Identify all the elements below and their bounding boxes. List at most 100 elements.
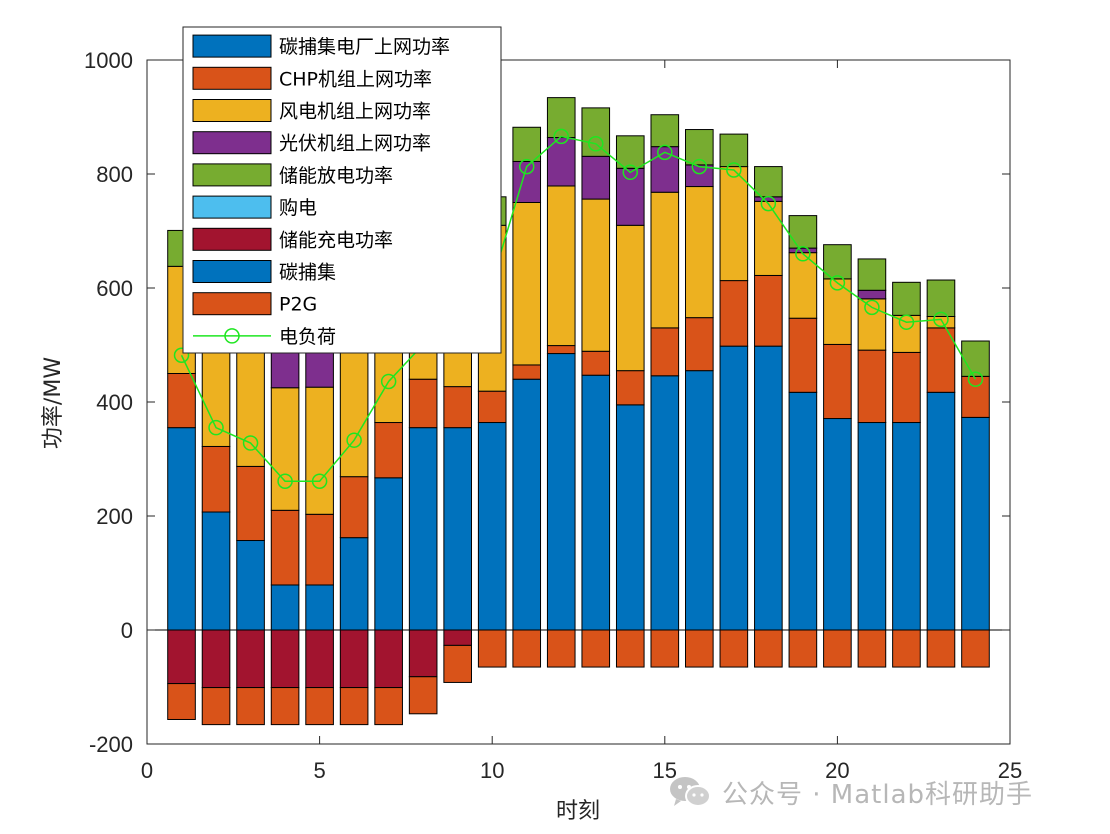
negbar-3-t11 (512, 629, 542, 668)
negbar-1-t2 (201, 629, 231, 689)
bar-5-t12 (546, 97, 576, 139)
legend-label: 储能充电功率 (279, 229, 393, 251)
bar-2-t3 (236, 465, 265, 542)
y-tick-label: 1000 (84, 48, 133, 73)
bar-5-t15 (650, 114, 680, 148)
bar-1-t19 (788, 391, 818, 631)
bar-4-t19 (788, 247, 818, 254)
wechat-icon (670, 777, 711, 807)
bar-4-t15 (650, 146, 680, 193)
bar-2-t6 (339, 476, 369, 539)
bar-1-t15 (650, 375, 680, 631)
bar-3-t20 (823, 278, 852, 345)
load-point-t18 (760, 195, 777, 212)
x-tick-label: 5 (313, 758, 325, 783)
bar-1-t20 (823, 418, 852, 631)
bar-4-t21 (857, 289, 887, 300)
legend-swatch (192, 66, 272, 90)
bar-3-t19 (788, 252, 818, 319)
bar-1-t5 (305, 584, 334, 631)
load-point-t22 (898, 314, 915, 330)
y-tick-label: -200 (89, 732, 133, 757)
negbar-3-t14 (615, 629, 645, 668)
bar-4-t14 (615, 167, 645, 226)
bar-1-t14 (615, 404, 645, 631)
bar-4-t18 (754, 196, 783, 202)
bar-2-t2 (201, 445, 231, 513)
negbar-1-t7 (374, 629, 403, 689)
legend-label: 储能放电功率 (279, 165, 393, 187)
bar-2-t10 (477, 390, 507, 424)
bar-5-t23 (926, 279, 956, 317)
bar-1-t16 (685, 370, 714, 631)
bar-3-t18 (754, 200, 783, 276)
bar-5-t20 (823, 244, 852, 280)
bar-2-t4 (270, 509, 300, 586)
legend-swatch (192, 227, 272, 251)
bar-3-t16 (685, 186, 714, 319)
y-tick-label: 200 (96, 504, 133, 529)
load-point-t13 (588, 136, 604, 152)
bar-2-t21 (857, 349, 887, 424)
load-point-t3 (242, 435, 259, 451)
bar-1-t4 (270, 584, 300, 631)
load-point-t16 (691, 158, 708, 175)
negbar-1-t1 (167, 629, 196, 685)
negbar-3-t7 (374, 687, 403, 726)
bar-2-t24 (961, 375, 990, 418)
negbar-1-t3 (236, 629, 265, 689)
bar-2-t12 (546, 345, 576, 355)
load-point-t21 (864, 299, 880, 316)
negbar-3-t5 (305, 687, 334, 726)
negbar-3-t20 (823, 629, 852, 668)
legend-label: CHP机组上网功率 (279, 68, 432, 90)
legend-swatch (192, 131, 272, 155)
y-tick-label: 400 (96, 390, 133, 415)
y-tick-label: 800 (96, 162, 133, 187)
negbar-3-t18 (754, 629, 783, 668)
bar-1-t7 (374, 477, 403, 631)
bar-2-t22 (892, 351, 921, 424)
legend-label: P2G (279, 294, 317, 316)
legend-label: 购电 (279, 197, 317, 219)
bar-2-t13 (581, 350, 611, 376)
bar-1-t2 (201, 511, 231, 631)
negbar-3-t10 (477, 629, 507, 668)
bar-5-t22 (892, 281, 921, 316)
negbar-1-t6 (339, 629, 369, 689)
negbar-3-t3 (236, 687, 265, 726)
bar-3-t15 (650, 191, 680, 329)
load-point-t24 (967, 371, 984, 387)
bar-4-t12 (546, 137, 576, 187)
y-tick-label: 0 (121, 618, 133, 643)
bar-2-t1 (167, 373, 196, 429)
bar-3-t4 (270, 387, 300, 511)
negbar-3-t12 (546, 629, 576, 668)
bar-1-t13 (581, 374, 611, 631)
bar-1-t12 (546, 353, 576, 631)
load-point-t15 (657, 144, 673, 161)
y-tick-label: 600 (96, 276, 133, 301)
load-line-group (173, 128, 984, 489)
bar-2-t8 (408, 378, 438, 429)
bar-2-t11 (512, 364, 542, 380)
bar-1-t10 (477, 422, 507, 631)
bar-1-t6 (339, 537, 369, 631)
legend-swatch (192, 260, 272, 283)
x-tick-label: 10 (480, 758, 504, 783)
bar-5-t21 (857, 258, 887, 291)
bar-2-t16 (685, 317, 714, 372)
bar-1-t23 (926, 391, 956, 631)
bar-1-t1 (167, 427, 196, 631)
negbar-3-t24 (961, 629, 990, 668)
negbar-3-t22 (892, 629, 921, 668)
x-tick-label: 15 (653, 758, 677, 783)
axes-group: 0 5 10 15 20 25 -200 0 200 400 600 800 1000 (84, 48, 1022, 783)
negbar-3-t16 (685, 629, 714, 668)
bar-3-t11 (512, 202, 542, 366)
load-point-t6 (346, 432, 362, 448)
bar-2-t15 (650, 327, 680, 377)
watermark: 公众号 · Matlab科研助手 (668, 770, 1033, 814)
negbar-3-t4 (270, 687, 300, 726)
bar-2-t20 (823, 343, 852, 420)
